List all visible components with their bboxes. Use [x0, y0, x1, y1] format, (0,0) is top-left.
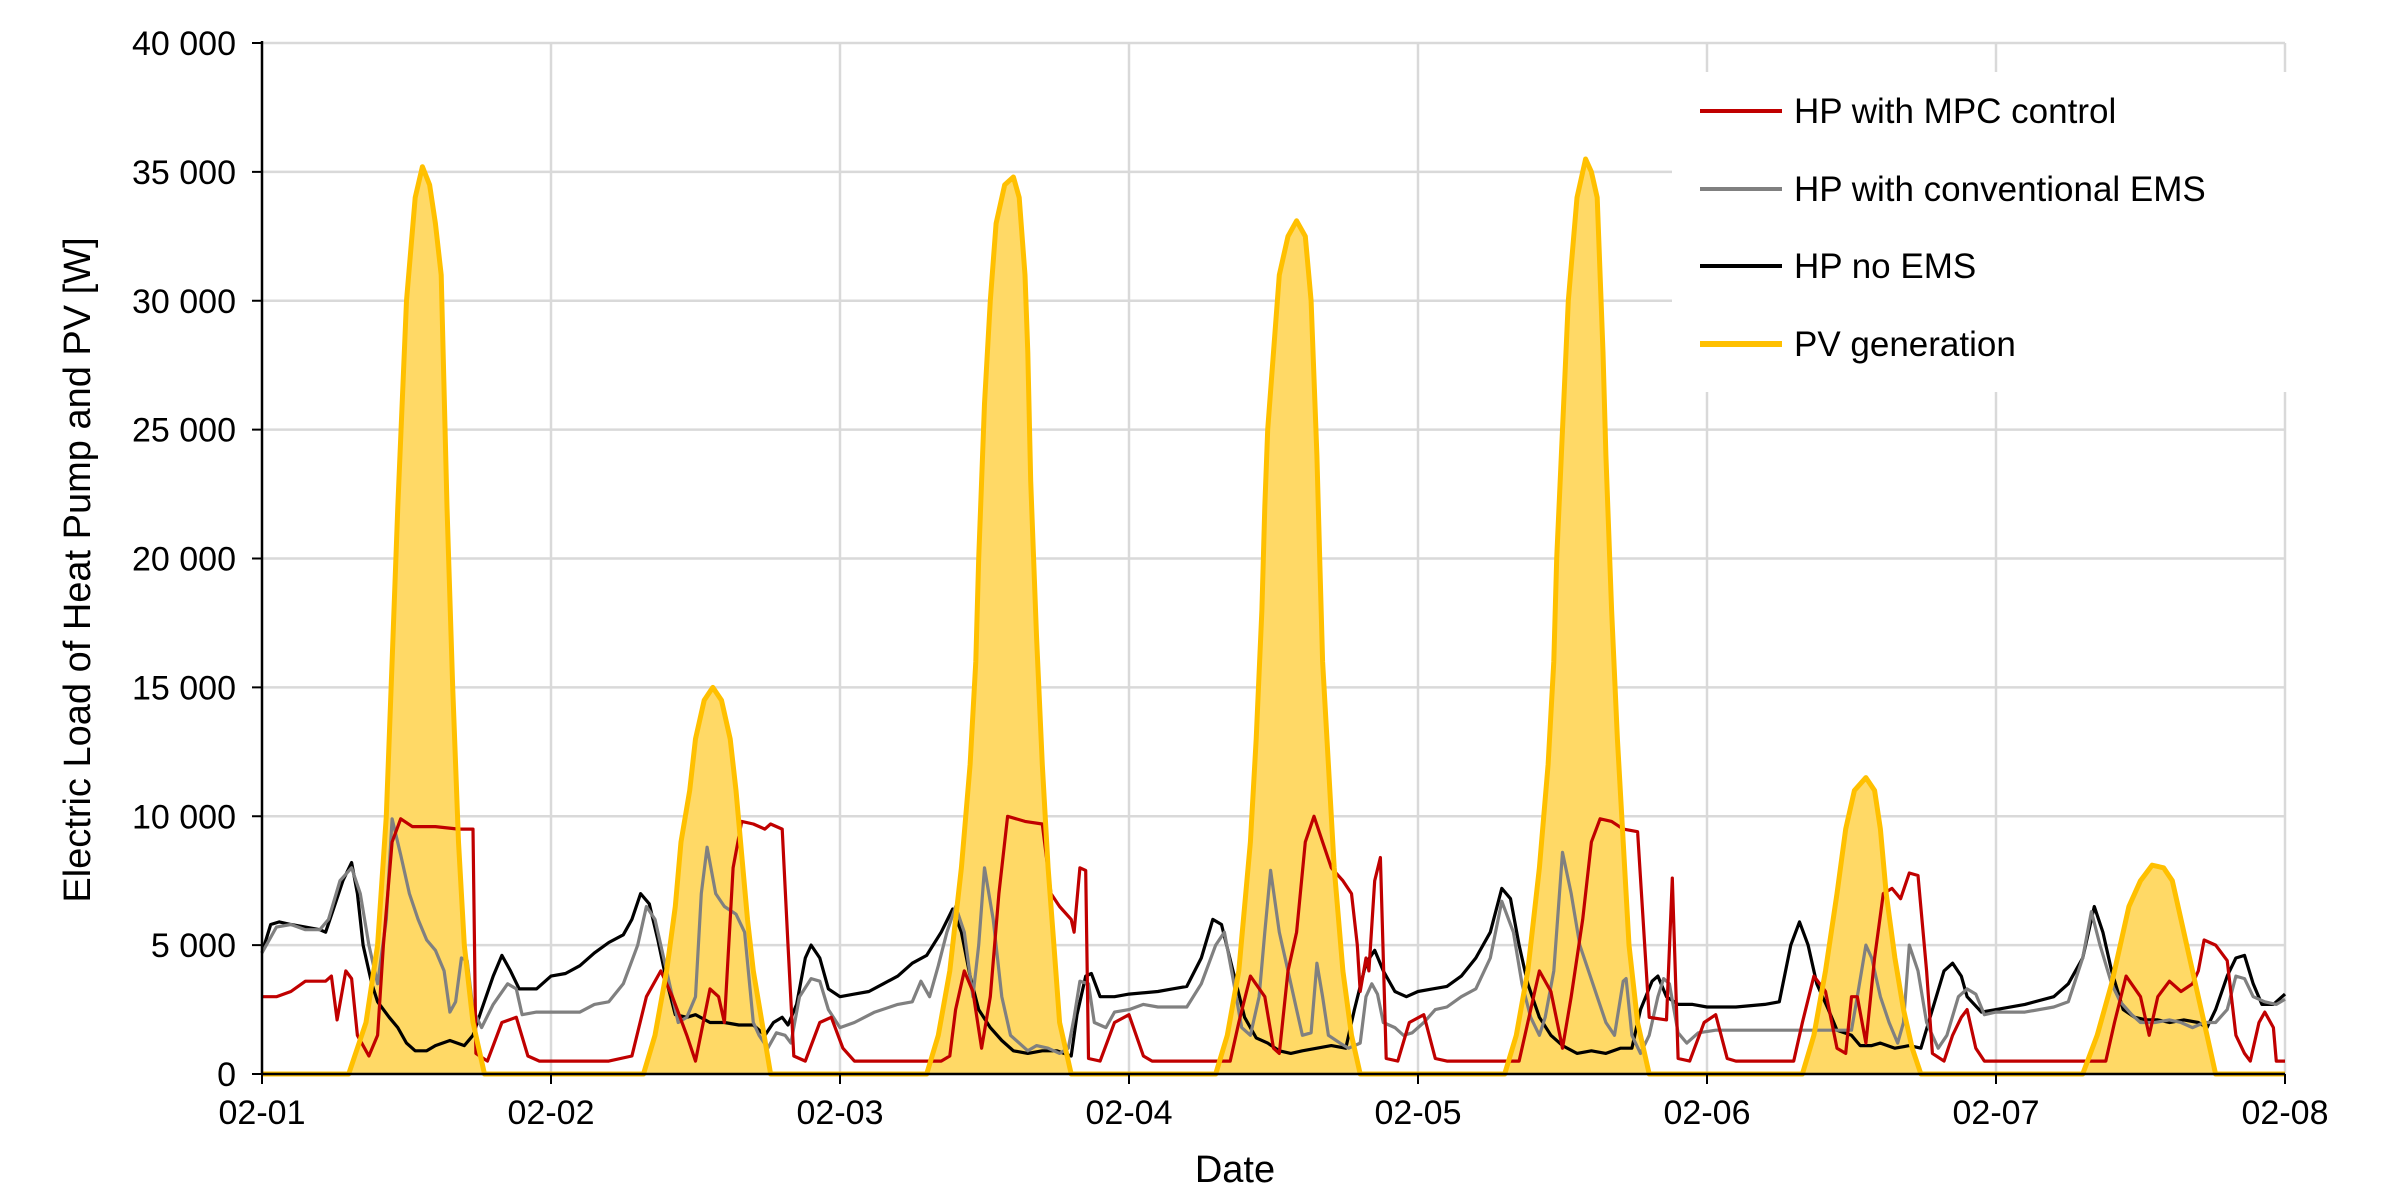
legend-item-mpc: HP with MPC control — [1700, 92, 2116, 131]
y-tick-label: 10 000 — [132, 798, 236, 836]
conventional-ems-line — [260, 817, 2286, 1056]
x-tick-label: 02-07 — [1953, 1094, 2040, 1132]
y-tick-label: 35 000 — [132, 154, 236, 192]
x-tick-label: 02-02 — [508, 1094, 595, 1132]
x-tick-label: 02-01 — [219, 1094, 306, 1132]
x-tick-label: 02-08 — [2242, 1094, 2329, 1132]
y-axis-title: Electric Load of Heat Pump and PV [W] — [57, 237, 99, 902]
legend-item-no-ems: HP no EMS — [1700, 247, 1976, 286]
legend-label-mpc: HP with MPC control — [1794, 92, 2116, 131]
x-tick-label: 02-06 — [1664, 1094, 1751, 1132]
axes — [252, 41, 2286, 1084]
legend-background — [1672, 72, 2292, 392]
y-tick-label: 25 000 — [132, 412, 236, 450]
mpc-control-line — [262, 814, 2285, 1063]
y-tick-label: 15 000 — [132, 669, 236, 707]
x-tick-label: 02-03 — [797, 1094, 884, 1132]
y-tick-label: 40 000 — [132, 25, 236, 63]
x-axis-title: Date — [1195, 1149, 1275, 1191]
legend: HP with MPC control HP with conventional… — [1672, 72, 2292, 392]
tick-labels: 0 5 000 10 000 15 000 20 000 25 000 30 000 35 0… — [132, 25, 2328, 1132]
x-tick-label: 02-05 — [1375, 1094, 1462, 1132]
legend-item-conventional-ems: HP with conventional EMS — [1700, 170, 2206, 209]
y-tick-label: 0 — [217, 1056, 236, 1094]
legend-label-no-ems: HP no EMS — [1794, 247, 1976, 286]
y-tick-label: 5 000 — [151, 927, 236, 965]
legend-item-pv-generation: PV generation — [1700, 325, 2016, 364]
pv-generation-line — [262, 156, 2285, 1077]
x-tick-label: 02-04 — [1086, 1094, 1173, 1132]
legend-label-conventional-ems: HP with conventional EMS — [1794, 170, 2206, 209]
y-tick-label: 20 000 — [132, 541, 236, 579]
legend-label-pv-generation: PV generation — [1794, 325, 2016, 364]
line-series-layer — [260, 156, 2287, 1077]
pv-generation-area-fill — [262, 159, 2285, 1074]
y-tick-label: 30 000 — [132, 283, 236, 321]
area-series-layer — [262, 159, 2285, 1074]
